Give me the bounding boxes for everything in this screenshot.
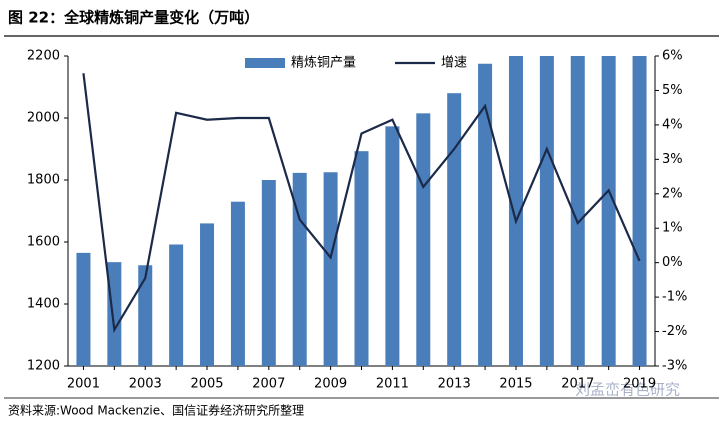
- bar: [539, 56, 554, 366]
- y-tick-label: 1600: [27, 235, 60, 250]
- x-tick-label: 2013: [438, 377, 471, 392]
- bar: [416, 113, 431, 366]
- y-tick-label: 1800: [27, 173, 60, 188]
- bar: [508, 56, 523, 366]
- x-tick-label: 2017: [561, 377, 594, 392]
- x-tick-label: 2001: [67, 377, 100, 392]
- bar: [76, 252, 91, 366]
- bar: [292, 172, 307, 366]
- line: [82, 73, 641, 334]
- x-tick-label: 2019: [623, 377, 656, 392]
- bar: [478, 63, 493, 366]
- y2-tick-label: 0%: [662, 255, 683, 270]
- legend-label: 增速: [441, 56, 467, 71]
- legend-swatch: [245, 58, 285, 68]
- bar: [447, 93, 462, 366]
- source: 资料来源:Wood Mackenzie、国信证券经济研究所整理: [8, 403, 304, 418]
- y2-tick-label: -1%: [662, 290, 687, 305]
- bar: [261, 180, 276, 366]
- bar: [169, 244, 184, 366]
- y2-tick-label: 6%: [662, 49, 683, 64]
- legend-label: 精炼铜产量: [291, 56, 356, 71]
- x-tick-label: 2005: [190, 377, 223, 392]
- bar: [230, 201, 245, 366]
- bar: [570, 56, 585, 366]
- y2-tick-label: 1%: [662, 221, 683, 236]
- y2-tick-label: -2%: [662, 324, 687, 339]
- bar: [601, 56, 616, 366]
- bar: [385, 126, 400, 366]
- y-tick-label: 2200: [27, 49, 60, 64]
- y-tick-label: 1200: [27, 359, 60, 374]
- x-tick-label: 2015: [499, 377, 532, 392]
- y2-tick-label: 5%: [662, 83, 683, 98]
- chart-title: 图 22：全球精炼铜产量变化（万吨）: [8, 9, 259, 27]
- x-tick-label: 2007: [252, 377, 285, 392]
- y2-tick-label: -3%: [662, 359, 687, 374]
- bar: [632, 56, 647, 366]
- bar: [200, 223, 215, 366]
- bar: [107, 262, 122, 366]
- plot-area: [76, 56, 647, 366]
- watermark: 刘孟峦有色研究: [575, 381, 680, 399]
- y2-tick-label: 3%: [662, 152, 683, 167]
- x-tick-label: 2009: [314, 377, 347, 392]
- y2-tick-label: 4%: [662, 117, 683, 132]
- y-tick-label: 1400: [27, 297, 60, 312]
- x-tick-label: 2011: [376, 377, 409, 392]
- y2-tick-label: 2%: [662, 186, 683, 201]
- bar: [138, 265, 153, 366]
- bar: [354, 151, 369, 366]
- bar: [323, 172, 338, 366]
- x-tick-label: 2003: [129, 377, 162, 392]
- y-tick-label: 2000: [27, 111, 60, 126]
